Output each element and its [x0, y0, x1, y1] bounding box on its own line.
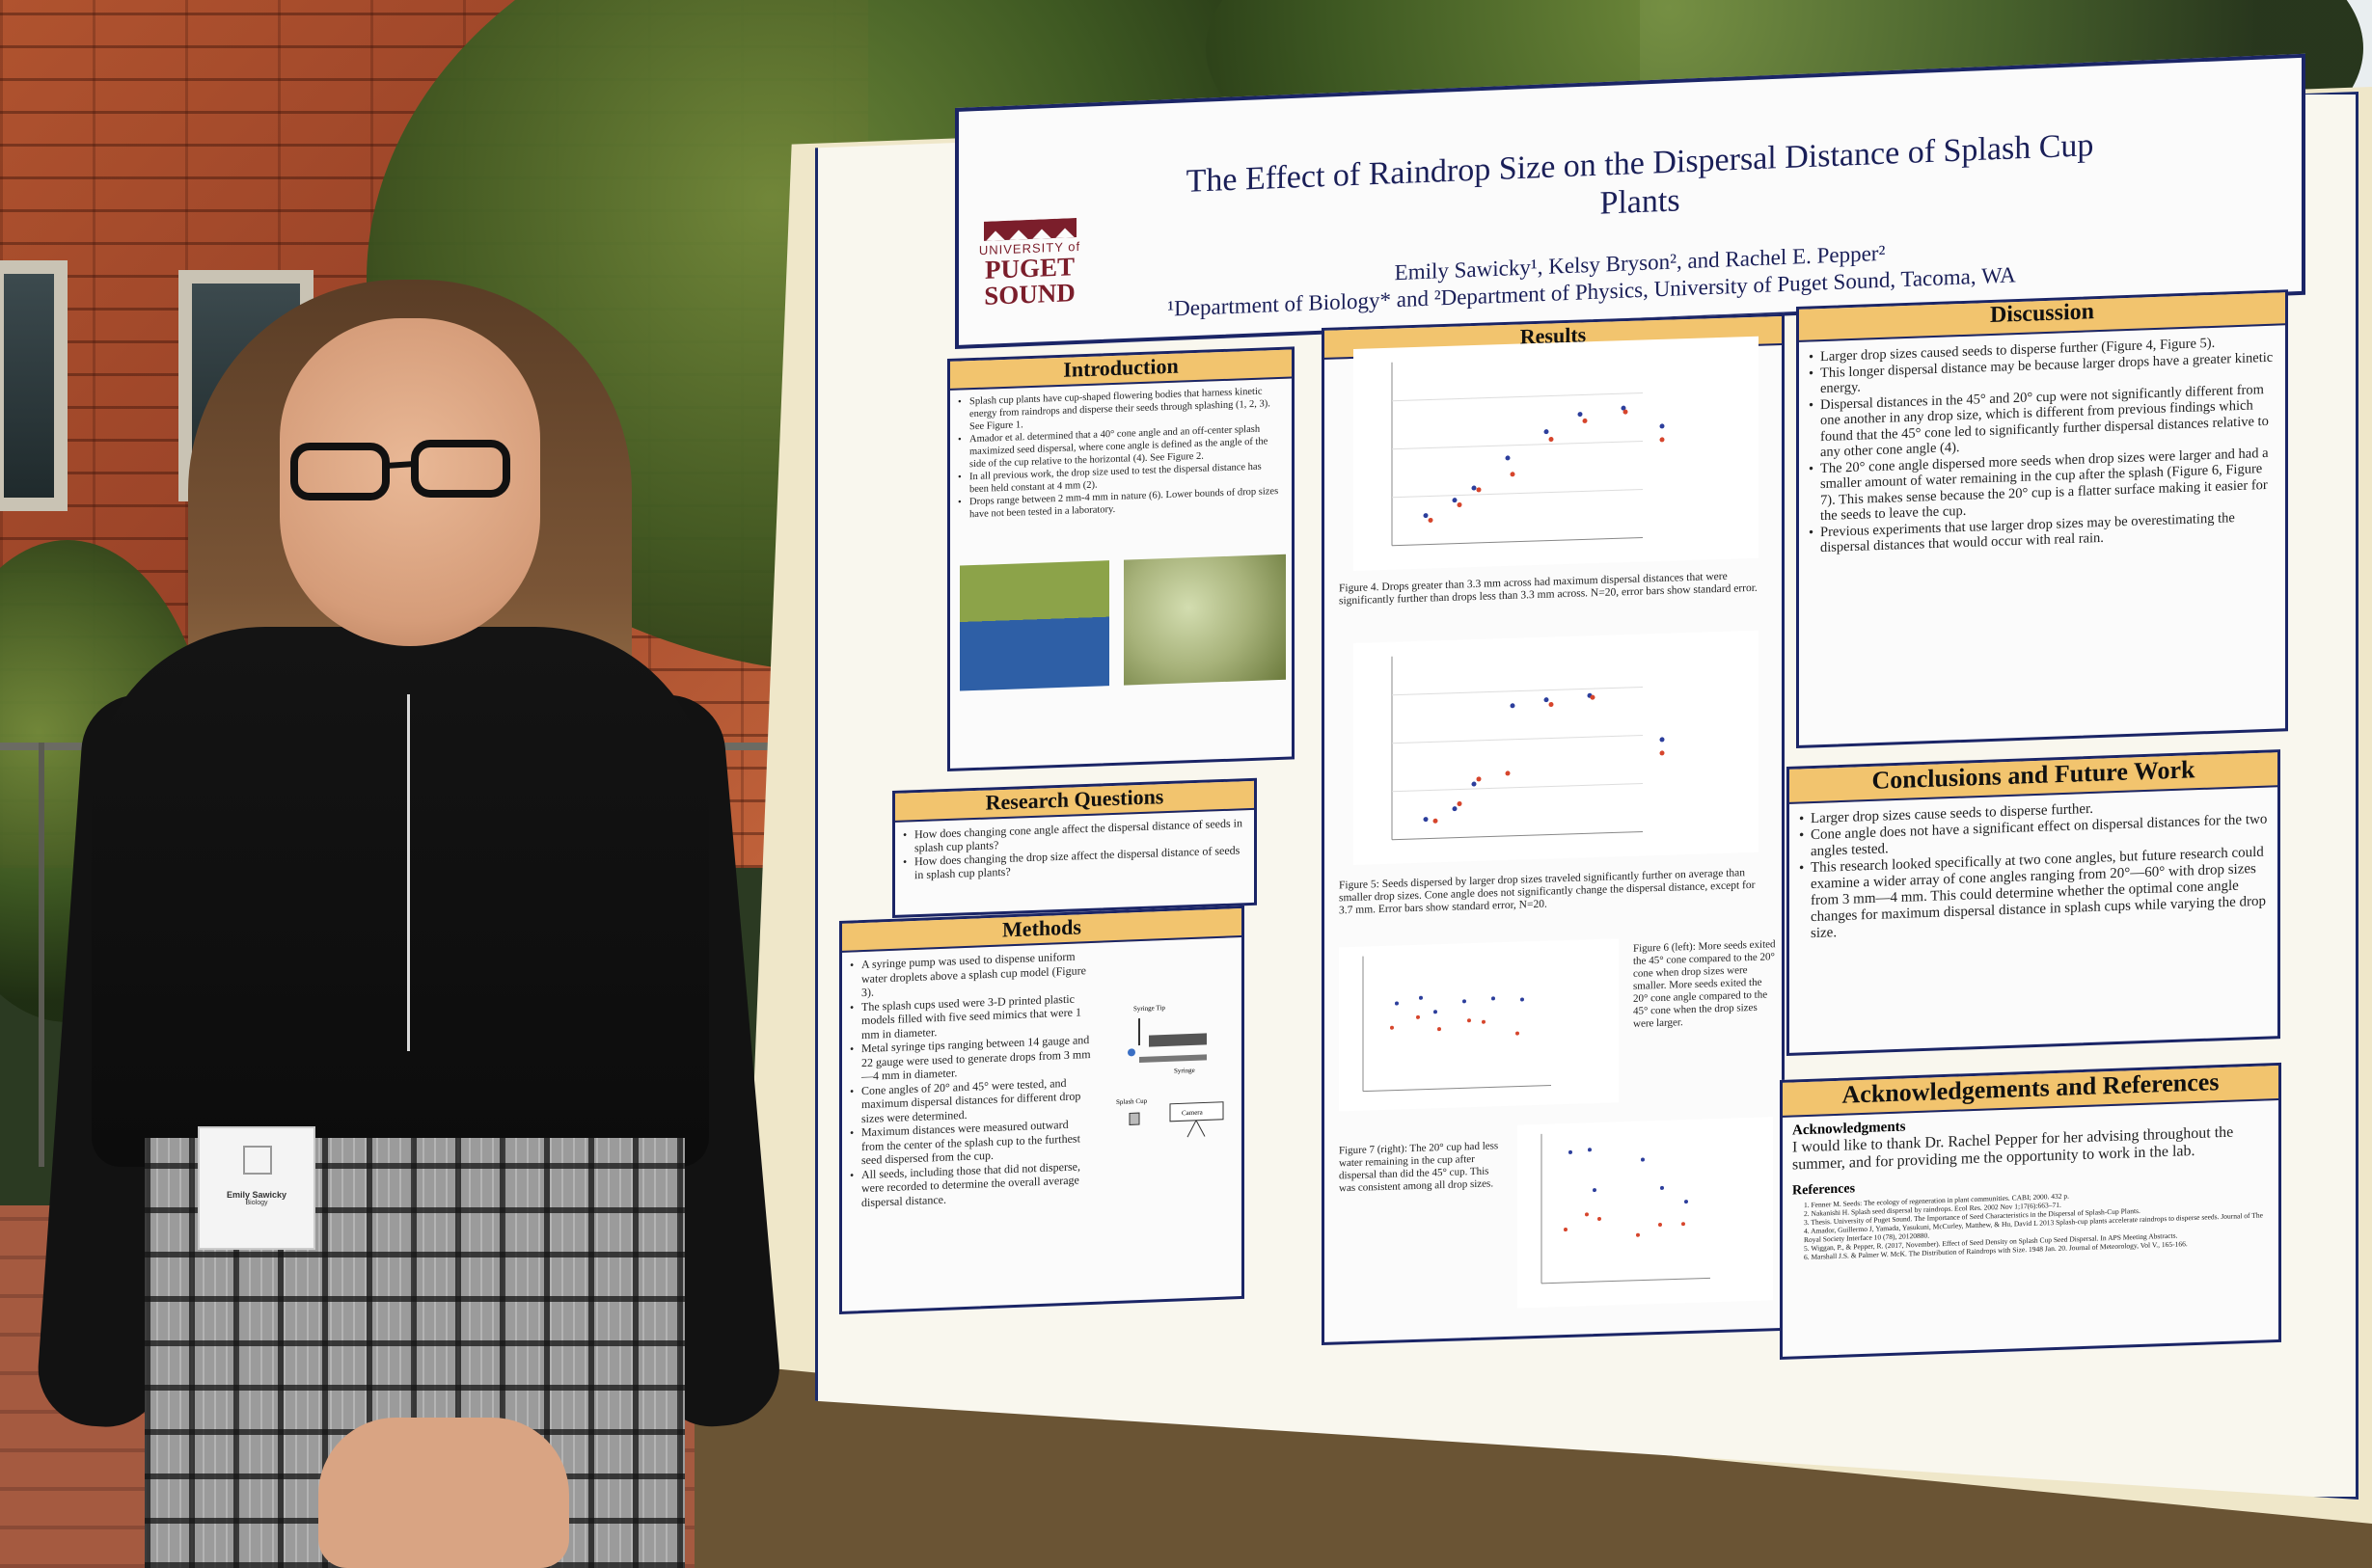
hands	[318, 1418, 569, 1568]
splash-cup-photo	[960, 560, 1109, 691]
figure-4-caption: Figure 4. Drops greater than 3.3 mm acro…	[1339, 570, 1758, 608]
black-top	[92, 627, 709, 1167]
figure-4-chart	[1353, 336, 1759, 571]
name-badge: Emily Sawicky Biology	[198, 1126, 315, 1250]
figure-7-chart	[1517, 1117, 1773, 1309]
figure-6-chart	[1339, 938, 1619, 1112]
building-window	[0, 260, 68, 511]
diagram-label-syringe: Syringe	[1174, 1067, 1195, 1075]
cone-angle-photo	[1124, 554, 1286, 686]
diagram-label-syringe-tip: Syringe Tip	[1133, 1004, 1165, 1013]
list-item: This research looked specifically at two…	[1799, 845, 2268, 943]
logo-name-line2: SOUND	[984, 278, 1076, 311]
badge-logo-icon	[243, 1146, 272, 1175]
figure-5-caption: Figure 5: Seeds dispersed by larger drop…	[1339, 867, 1756, 917]
figure-6-caption: Figure 6 (left): More seeds exited the 4…	[1633, 938, 1776, 1030]
face	[280, 318, 540, 646]
conclusions-section: Conclusions and Future Work Larger drop …	[1786, 749, 2280, 1056]
bullet-list: How does changing cone angle affect the …	[895, 810, 1254, 882]
badge-name: Emily Sawicky	[226, 1190, 287, 1200]
methods-section: Methods A syringe pump was used to dispe…	[839, 905, 1244, 1314]
necklace	[407, 694, 410, 1051]
bullet-list: A syringe pump was used to dispense unif…	[842, 943, 1103, 1210]
figure-5-chart	[1353, 630, 1759, 865]
bullet-list: Larger drop sizes cause seeds to dispers…	[1789, 787, 2277, 943]
introduction-section: Introduction Splash cup plants have cup-…	[947, 346, 1295, 771]
acknowledgements-section: Acknowledgements and References Acknowle…	[1780, 1062, 2281, 1360]
discussion-section: Discussion Larger drop sizes caused seed…	[1796, 289, 2288, 748]
research-questions-section: Research Questions How does changing con…	[892, 777, 1257, 918]
bullet-list: Larger drop sizes caused seeds to disper…	[1799, 325, 2285, 556]
apparatus-diagram: Syringe Tip Syringe Splash Cup Camera	[1116, 1004, 1224, 1138]
badge-dept: Biology	[245, 1200, 268, 1206]
glasses-icon	[290, 440, 510, 500]
list-item: All seeds, including those that did not …	[850, 1158, 1093, 1209]
diagram-label-splash-cup: Splash Cup	[1116, 1097, 1148, 1106]
railing-post	[39, 743, 44, 1167]
university-logo: UNIVERSITY of PUGET SOUND	[969, 217, 1090, 311]
figure-photos	[960, 554, 1288, 701]
diagram-label-camera: Camera	[1182, 1108, 1204, 1117]
mountain-logo-icon	[983, 218, 1077, 241]
bullet-list: Splash cup plants have cup-shaped flower…	[950, 379, 1292, 522]
results-section: Results Figure 4. Drops greater than 3.3…	[1322, 312, 1785, 1345]
figure-7-caption: Figure 7 (right): The 20° cup had less w…	[1339, 1140, 1499, 1195]
